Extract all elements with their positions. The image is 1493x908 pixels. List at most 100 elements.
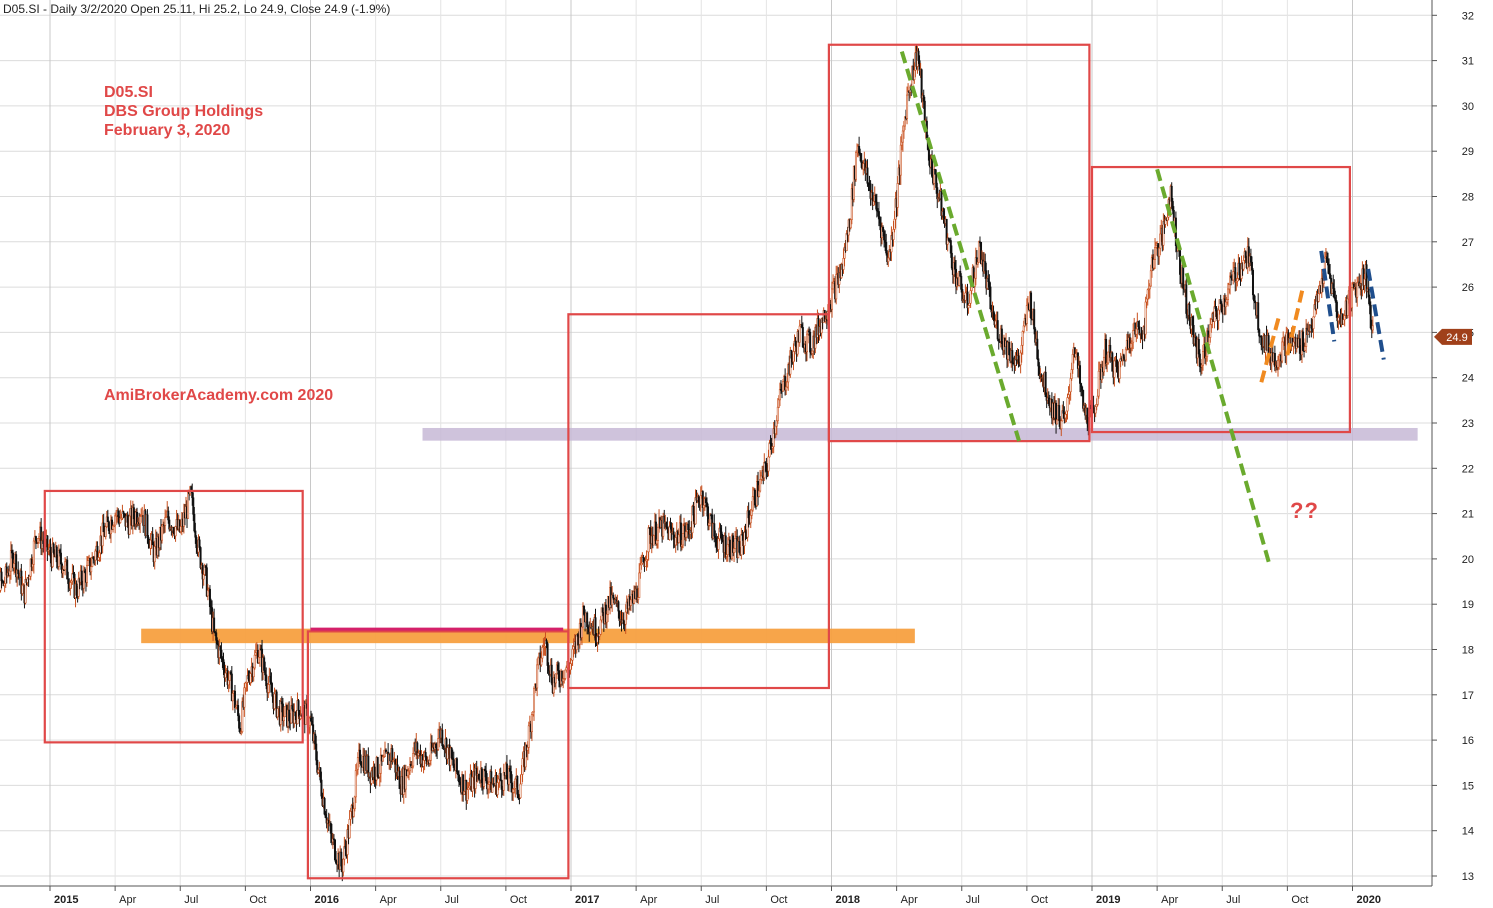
candle-body	[1081, 386, 1084, 391]
candle-body	[973, 277, 976, 287]
candle-body	[164, 517, 167, 526]
x-tick-label: 2016	[315, 894, 339, 906]
candle-body	[519, 783, 522, 799]
candle-body	[243, 687, 246, 708]
candle-body	[849, 219, 852, 229]
candle-body	[373, 766, 376, 780]
trend-lines	[899, 50, 1386, 564]
candle-body	[988, 281, 991, 288]
candle-body	[514, 778, 517, 789]
candle-body	[1062, 410, 1065, 414]
x-tick-label: 2018	[836, 894, 860, 906]
watermark: AmiBrokerAcademy.com 2020	[104, 387, 334, 404]
candle-body	[1113, 360, 1116, 378]
candle-body	[968, 302, 971, 306]
candle-body	[353, 796, 356, 810]
candle-body	[412, 753, 415, 767]
candle-body	[537, 657, 540, 666]
candle-body	[699, 495, 702, 506]
candle-body	[382, 756, 385, 758]
candle-body	[37, 538, 40, 543]
candle-body	[527, 725, 530, 748]
candle-body	[872, 201, 875, 206]
candle-body	[1060, 420, 1063, 430]
candle-body	[75, 583, 78, 596]
candle-body	[1254, 300, 1257, 304]
candle-body	[381, 756, 384, 762]
candle-body	[572, 646, 575, 650]
candle-body	[517, 793, 520, 799]
x-tick-label: 2017	[575, 894, 599, 906]
candle-body	[768, 442, 771, 458]
last-price-tag: 24.9	[1434, 328, 1472, 345]
candle-body	[639, 564, 642, 574]
candle-body	[1138, 326, 1141, 335]
range-box	[827, 43, 1091, 443]
candle-body	[215, 632, 218, 641]
candle-body	[69, 582, 72, 589]
candle-body	[112, 525, 115, 530]
candle-body	[564, 669, 567, 679]
candle-body	[958, 271, 961, 286]
candle-body	[959, 271, 962, 277]
candle-body	[738, 541, 741, 553]
candle-body	[1228, 284, 1231, 290]
candle-body	[462, 774, 465, 795]
y-tick-label: 18	[1462, 645, 1474, 657]
candle-body	[1070, 369, 1073, 379]
x-tick-label: Oct	[510, 894, 527, 906]
candle-body	[843, 246, 846, 259]
company-label: DBS Group Holdings	[104, 103, 264, 120]
candle-body	[786, 381, 789, 388]
trend-line-green	[1155, 168, 1272, 564]
candle-body	[933, 169, 936, 184]
candle-body	[404, 769, 407, 790]
candle-body	[927, 149, 930, 161]
candle-body	[642, 557, 645, 563]
candle-body	[770, 443, 773, 449]
candlestick-series	[0, 45, 1374, 882]
candle-body	[194, 530, 197, 538]
candle-body	[1342, 319, 1345, 325]
candle-body	[1213, 306, 1216, 322]
candle-body	[624, 611, 627, 625]
candle-body	[241, 701, 244, 732]
candle-body	[646, 551, 649, 560]
candle-body	[193, 514, 196, 532]
candle-body	[655, 540, 658, 545]
candle-body	[785, 386, 788, 391]
candle-body	[520, 774, 523, 785]
candle-body	[974, 257, 977, 279]
candle-body	[1302, 331, 1305, 351]
axes	[0, 0, 1433, 887]
candle-body	[554, 673, 557, 684]
candle-body	[622, 619, 625, 625]
candle-body	[953, 262, 956, 270]
candle-body	[231, 693, 234, 702]
candle-body	[776, 406, 779, 422]
candle-body	[719, 527, 722, 533]
candle-body	[875, 201, 878, 212]
candle-body	[728, 539, 731, 557]
candle-body	[767, 456, 770, 472]
candle-body	[887, 257, 890, 262]
candle-body	[1116, 366, 1119, 369]
candle-body	[463, 791, 466, 795]
candle-body	[319, 767, 322, 781]
candle-body	[187, 492, 190, 519]
candle-body	[1025, 305, 1028, 324]
candle-body	[618, 610, 621, 621]
candle-body	[1191, 316, 1194, 326]
candle-body	[114, 515, 117, 526]
date-label: February 3, 2020	[104, 122, 231, 139]
candle-body	[1201, 351, 1204, 366]
x-tick-label: Oct	[770, 894, 787, 906]
candle-body	[530, 714, 533, 733]
candle-body	[149, 539, 152, 549]
candle-body	[765, 463, 768, 471]
candle-body	[1037, 358, 1040, 367]
candle-body	[237, 705, 240, 717]
trend-line-orange	[1285, 286, 1305, 356]
candle-body	[774, 425, 777, 434]
candle-body	[798, 325, 801, 343]
